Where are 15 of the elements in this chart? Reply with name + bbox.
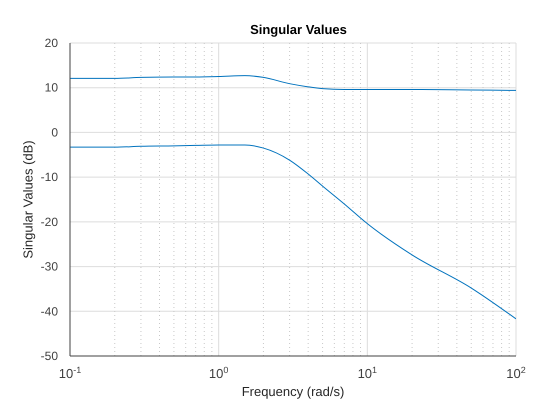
y-tick-label: 0 [51, 125, 58, 140]
x-tick-label: 10$^{-1}$ [58, 365, 82, 381]
y-tick-label: -50 [40, 349, 58, 363]
y-tick-label: -10 [40, 170, 58, 184]
x-tick-label: 10$^{2}$ [506, 365, 526, 381]
y-tick-label: 10 [44, 80, 58, 95]
x-tick-label: 10$^{0}$ [208, 365, 228, 381]
x-axis-title: Frequency (rad/s) [242, 384, 344, 399]
y-tick-label: -30 [40, 260, 58, 274]
chart-title: Singular Values [249, 22, 348, 37]
x-tick-label: 10$^{1}$ [358, 365, 378, 381]
y-tick-label: -20 [40, 214, 58, 229]
y-tick-label: -40 [40, 304, 58, 318]
y-tick-label: 20 [44, 36, 58, 50]
y-axis-title: Singular Values (dB) [20, 140, 36, 259]
